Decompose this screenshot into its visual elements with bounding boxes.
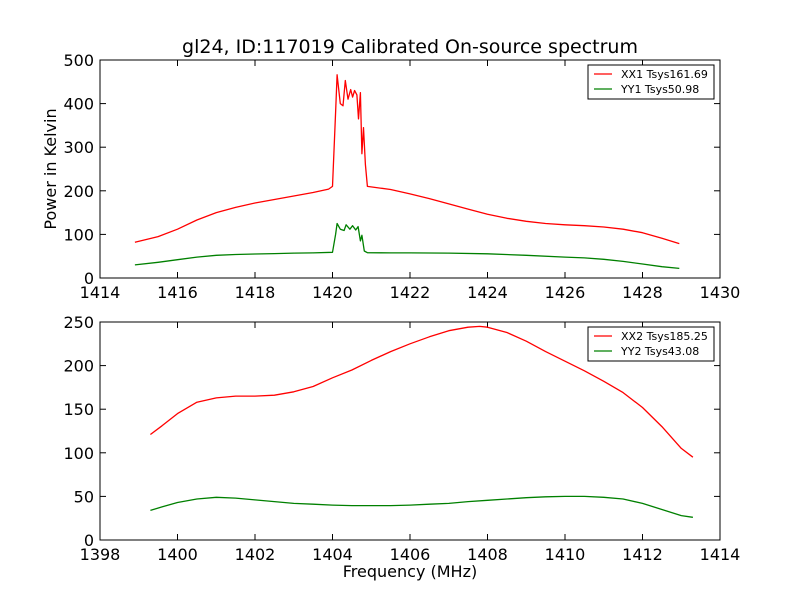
bottom-axis-ticks: 1398 1400 1402 1404 1406 1408 1410 1412 1414 0 50 1… [63,313,740,564]
top-series-line-0 [134,74,680,245]
top-y-tick-label-4: 400 [63,95,94,114]
top-x-tick-label-6: 1426 [545,283,586,302]
figure-title: gl24, ID:117019 Calibrated On-source spe… [182,36,638,58]
bottom-legend-box [587,326,715,362]
bottom-series-line-0 [150,325,694,458]
bottom-y-tick-label-3: 150 [63,400,94,419]
bottom-x-tick-label-6: 1410 [545,545,586,564]
bottom-legend: XX2 Tsys185.25 YY2 Tsys43.08 [587,326,715,362]
top-y-tick-label-5: 500 [63,51,94,70]
bottom-x-tick-label-7: 1412 [622,545,663,564]
bottom-x-tick-label-4: 1406 [390,545,431,564]
top-axis-ticks: 1414 1416 1418 1420 1422 1424 1426 1428 1430 0 100… [63,51,740,302]
bottom-panel: 1398 1400 1402 1404 1406 1408 1410 1412 1414 0 50 1… [63,313,740,581]
bottom-series-lines [150,325,694,518]
top-legend-box [587,64,715,100]
top-x-tick-label-3: 1420 [312,283,353,302]
top-y-tick-label-0: 0 [84,269,94,288]
bottom-x-tick-label-3: 1404 [312,545,353,564]
top-x-tick-label-7: 1428 [622,283,663,302]
top-series-line-1 [134,222,680,270]
top-y-tick-label-1: 100 [63,225,94,244]
top-panel: 1414 1416 1418 1420 1422 1424 1426 1428 1430 0 100… [41,51,740,302]
bottom-y-tick-label-2: 100 [63,444,94,463]
top-x-tick-label-1: 1416 [157,283,198,302]
bottom-x-axis-label: Frequency (MHz) [343,562,477,581]
top-y-axis-label: Power in Kelvin [41,108,60,229]
top-y-tick-label-3: 300 [63,138,94,157]
top-x-tick-label-5: 1424 [467,283,508,302]
top-x-tick-label-0: 1414 [80,283,121,302]
top-legend: XX1 Tsys161.69 YY1 Tsys50.98 [587,64,715,100]
top-series-lines [134,74,680,270]
bottom-y-tick-label-5: 250 [63,313,94,332]
bottom-y-tick-label-4: 200 [63,357,94,376]
bottom-series-line-1 [150,495,693,518]
bottom-x-tick-label-8: 1414 [700,545,741,564]
bottom-x-tick-label-0: 1398 [80,545,121,564]
bottom-legend-label-yy2: YY2 Tsys43.08 [620,345,699,358]
top-legend-label-yy1: YY1 Tsys50.98 [620,83,699,96]
bottom-y-tick-label-1: 50 [74,487,94,506]
bottom-legend-label-xx2: XX2 Tsys185.25 [621,330,708,343]
top-legend-label-xx1: XX1 Tsys161.69 [621,68,708,81]
bottom-y-tick-label-0: 0 [84,531,94,550]
bottom-x-tick-label-1: 1400 [157,545,198,564]
top-x-tick-label-8: 1430 [700,283,741,302]
bottom-x-tick-label-5: 1408 [467,545,508,564]
top-y-tick-label-2: 200 [63,182,94,201]
top-x-tick-label-4: 1422 [390,283,431,302]
top-x-tick-label-2: 1418 [235,283,276,302]
bottom-x-tick-label-2: 1402 [235,545,276,564]
